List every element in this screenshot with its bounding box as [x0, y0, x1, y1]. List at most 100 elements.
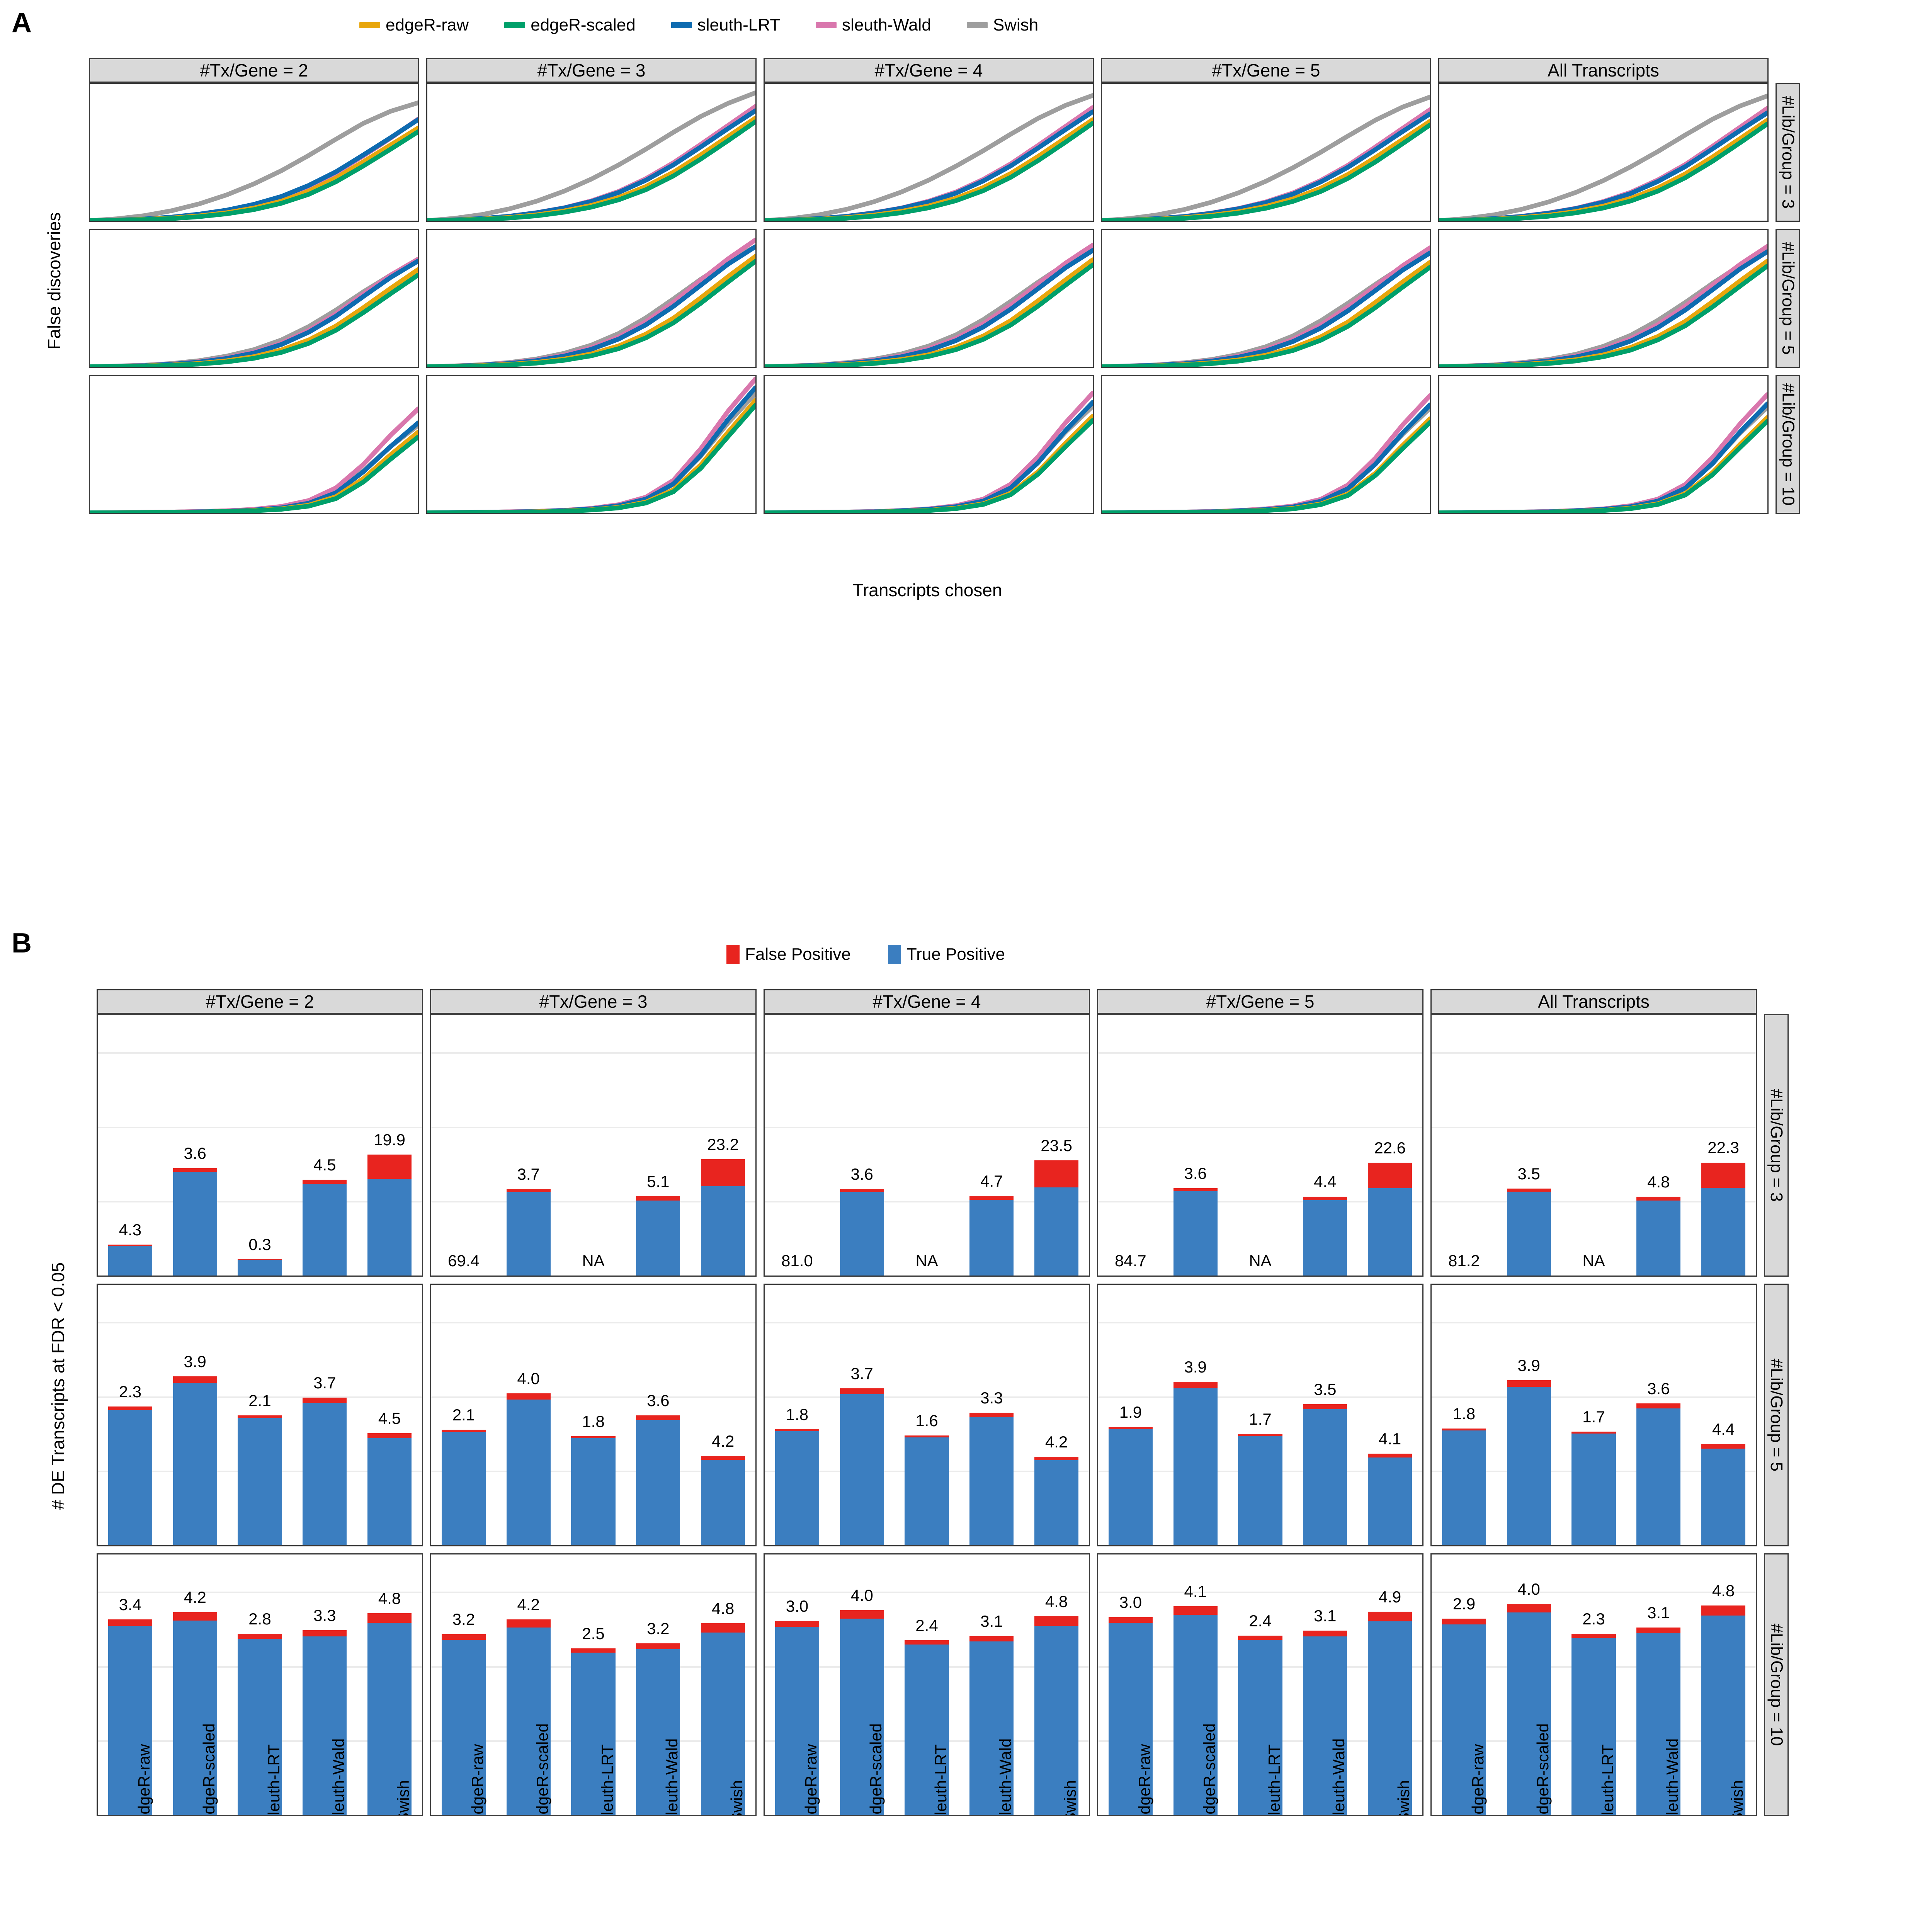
panel-b-bar	[1034, 1160, 1079, 1276]
panel-a-lines	[1439, 392, 1767, 513]
panel-a-col-strip: #Tx/Gene = 5	[1101, 58, 1431, 83]
panel-b-bar-value-label: 2.1	[248, 1391, 271, 1410]
legend-item-edger-raw: edgeR-raw	[359, 15, 469, 35]
panel-b-gridline	[431, 1545, 755, 1546]
panel-b-bar	[969, 1413, 1014, 1545]
panel-a-cell	[764, 229, 1094, 368]
panel-b-bar	[238, 1259, 282, 1276]
panel-b-bar-value-label: 3.6	[184, 1144, 206, 1163]
panel-b-bar	[840, 1189, 884, 1276]
bar-false-positive-segment	[775, 1429, 819, 1432]
bar-true-positive-segment	[506, 1399, 551, 1545]
panel-b-bar-value-label: NA	[915, 1252, 938, 1270]
panel-b-bar	[506, 1189, 551, 1276]
bar-true-positive-segment	[969, 1417, 1014, 1545]
panel-b-x-tick: edgeR-scaled	[199, 1723, 218, 1816]
panel-a-x-tick: 0	[89, 513, 95, 514]
panel-a-lines	[90, 257, 418, 367]
bar-false-positive-segment	[441, 1429, 486, 1432]
panel-b-bar	[1303, 1631, 1347, 1815]
panel-b-bar	[1442, 1429, 1486, 1545]
panel-b-bar	[636, 1643, 680, 1815]
panel-b-gridline	[98, 1126, 422, 1128]
panel-b-bar-value-label: 3.5	[1314, 1380, 1337, 1398]
panel-b-legend: False Positive True Positive	[726, 945, 1005, 964]
panel-b-bar	[969, 1196, 1014, 1276]
bar-true-positive-segment	[441, 1432, 486, 1545]
bar-true-positive-segment	[1173, 1191, 1218, 1276]
bar-false-positive-segment	[506, 1393, 551, 1400]
panel-b-bar-value-label: 4.8	[1647, 1172, 1670, 1191]
panel-b-y-tick: 1000	[97, 1192, 98, 1210]
panel-b-x-tick: sleuth-LRT	[1598, 1744, 1617, 1816]
panel-b-y-tick: 0	[97, 1536, 98, 1546]
panel-b-bar-value-label: 22.6	[1374, 1138, 1406, 1157]
panel-b-row-strip: #Lib/Group = 3	[1764, 1014, 1789, 1277]
panel-b-y-tick: 2000	[97, 1387, 98, 1406]
bar-false-positive-segment	[173, 1168, 217, 1172]
panel-b-bar-value-label: 3.2	[452, 1610, 475, 1629]
panel-b-bar	[840, 1610, 884, 1815]
panel-b-x-tickmark	[323, 1815, 326, 1816]
bar-false-positive-segment	[775, 1621, 819, 1627]
bar-false-positive-segment	[840, 1388, 884, 1395]
panel-b-bar	[108, 1244, 152, 1276]
bar-true-positive-segment	[108, 1626, 152, 1815]
panel-b-x-tick: sleuth-Wald	[663, 1738, 681, 1816]
panel-b-cell: 0 1000 2000 3000 4.3 3.6 0.3 4.5 19.9	[97, 1014, 423, 1277]
bar-true-positive-segment	[441, 1640, 486, 1815]
bar-true-positive-segment	[173, 1383, 217, 1545]
panel-b-bar	[238, 1415, 282, 1545]
panel-a-x-tick: 2000	[291, 513, 327, 514]
panel-a-cell: 0 1000 2000 3000	[1438, 375, 1769, 514]
panel-a-x-tick: 3000	[1749, 513, 1769, 514]
panel-b-gridline	[1098, 1276, 1422, 1277]
panel-b-gridline	[765, 1052, 1089, 1054]
panel-b-bar	[1303, 1196, 1347, 1276]
panel-b-bar-value-label: 3.2	[647, 1619, 670, 1638]
bar-false-positive-segment	[571, 1436, 616, 1438]
panel-b-bar	[905, 1435, 949, 1545]
bar-true-positive-segment	[1173, 1388, 1218, 1545]
bar-false-positive-segment	[506, 1189, 551, 1192]
panel-b-bar	[173, 1612, 217, 1815]
bar-false-positive-segment	[303, 1179, 347, 1184]
panel-b-bar-value-label: 4.2	[1045, 1432, 1068, 1451]
panel-b-bar-value-label: 69.4	[448, 1252, 480, 1270]
panel-b-gridline	[431, 1201, 755, 1203]
panel-a-cell	[1101, 229, 1431, 368]
panel-a-x-tick: 2000	[628, 513, 664, 514]
panel-b-bar	[441, 1429, 486, 1545]
panel-b-gridline	[98, 1545, 422, 1546]
panel-b-bar-value-label: 23.2	[707, 1135, 739, 1153]
panel-a-lines	[1439, 94, 1767, 221]
panel-b-x-tick: Swish	[1061, 1780, 1080, 1816]
panel-a-cell	[1438, 229, 1769, 368]
panel-b-bar-value-label: 2.4	[1249, 1612, 1272, 1630]
legend-swatch-icon	[671, 22, 692, 28]
panel-a-x-tick: 1000	[856, 513, 892, 514]
bar-false-positive-segment	[238, 1633, 282, 1639]
panel-b-bar-value-label: NA	[1582, 1252, 1605, 1270]
panel-b-y-tick: 2000	[97, 1117, 98, 1136]
panel-a-x-tick: 3000	[1412, 513, 1431, 514]
panel-a-cell: 0 1000 2000 3000	[426, 375, 757, 514]
panel-b-bar	[1173, 1382, 1218, 1545]
panel-a-x-tick: 3000	[1075, 513, 1094, 514]
panel-b-bar-value-label: 1.9	[1119, 1403, 1142, 1421]
panel-b-bar-value-label: 2.4	[915, 1616, 938, 1635]
panel-b-bar-value-label: 2.5	[582, 1624, 605, 1643]
panel-b-bar	[969, 1636, 1014, 1815]
legend-label: sleuth-Wald	[842, 15, 931, 34]
panel-a-lines	[1439, 244, 1767, 367]
panel-b-bar-value-label: 2.3	[119, 1383, 142, 1401]
panel-b-cell: 3.0 4.1 2.4 3.1 4.9 edgeR-raw edgeR-scaled sleu…	[1097, 1553, 1423, 1816]
panel-b-cell: 81.0 3.6 NA 4.7 23.5	[764, 1014, 1090, 1277]
panel-b-bar	[367, 1155, 412, 1276]
panel-b-x-tick: sleuth-LRT	[598, 1744, 616, 1816]
panel-b-bar	[108, 1406, 152, 1545]
panel-b-gridline	[765, 1396, 1089, 1398]
panel-b-x-tickmark	[259, 1815, 261, 1816]
panel-b-bar-value-label: 0.3	[248, 1235, 271, 1254]
panel-a-lines	[1102, 245, 1430, 367]
